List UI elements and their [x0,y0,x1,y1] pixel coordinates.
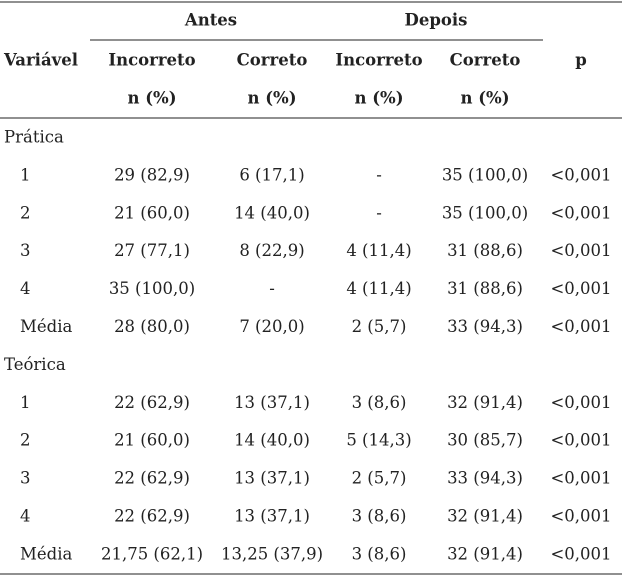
cell: - [269,279,275,298]
cell: 31 (88,6) [447,241,523,260]
cell: <0,001 [550,507,611,526]
cell: <0,001 [550,393,611,412]
column-header: Variável [3,51,78,70]
cell: 2 (5,7) [352,469,407,488]
cell: 33 (94,3) [447,317,523,336]
cell: 22 (62,9) [114,393,190,412]
cell: - [376,203,382,222]
cell: <0,001 [550,165,611,184]
column-header: Incorreto [335,51,422,70]
cell: 29 (82,9) [114,165,190,184]
group-header: Depois [405,11,468,30]
column-header: p [575,51,587,70]
cell: 3 (8,6) [352,544,407,563]
column-header: Correto [450,51,521,70]
cell: <0,001 [550,241,611,260]
cell: 31 (88,6) [447,279,523,298]
row-label: Média [20,317,72,336]
column-unit: n (%) [127,89,176,108]
row-label: 1 [20,393,31,412]
row-label: 4 [20,279,31,298]
cell: <0,001 [550,431,611,450]
cell: <0,001 [550,279,611,298]
column-unit: n (%) [460,89,509,108]
cell: <0,001 [550,469,611,488]
cell: 13,25 (37,9) [221,544,323,563]
cell: 32 (91,4) [447,507,523,526]
cell: 21 (60,0) [114,203,190,222]
cell: 30 (85,7) [447,431,523,450]
cell: 33 (94,3) [447,469,523,488]
column-header: Incorreto [108,51,195,70]
group-header: Antes [184,11,237,30]
row-label: 2 [20,203,31,222]
cell: 21,75 (62,1) [101,544,203,563]
cell: 13 (37,1) [234,507,310,526]
cell: 22 (62,9) [114,469,190,488]
cell: 7 (20,0) [239,317,304,336]
cell: 28 (80,0) [114,317,190,336]
cell: 6 (17,1) [239,165,304,184]
cell: 4 (11,4) [346,241,411,260]
cell: 35 (100,0) [442,203,528,222]
row-label: 1 [20,165,31,184]
cell: <0,001 [550,203,611,222]
cell: 35 (100,0) [109,279,195,298]
section-title: Teórica [4,355,66,374]
cell: 35 (100,0) [442,165,528,184]
cell: - [376,165,382,184]
cell: 21 (60,0) [114,431,190,450]
cell: 3 (8,6) [352,393,407,412]
cell: 13 (37,1) [234,393,310,412]
cell: 32 (91,4) [447,393,523,412]
cell: 14 (40,0) [234,203,310,222]
row-label: 3 [20,241,31,260]
cell: 14 (40,0) [234,431,310,450]
cell: 3 (8,6) [352,507,407,526]
cell: 27 (77,1) [114,241,190,260]
row-label: 4 [20,507,31,526]
row-label: 3 [20,469,31,488]
cell: 32 (91,4) [447,544,523,563]
cell: 2 (5,7) [352,317,407,336]
column-unit: n (%) [247,89,296,108]
section-title: Prática [4,128,64,147]
cell: <0,001 [550,544,611,563]
cell: 13 (37,1) [234,469,310,488]
row-label: 2 [20,431,31,450]
cell: 8 (22,9) [239,241,304,260]
column-header: Correto [237,51,308,70]
cell: <0,001 [550,317,611,336]
cell: 5 (14,3) [346,431,411,450]
column-unit: n (%) [354,89,403,108]
cell: 4 (11,4) [346,279,411,298]
row-label: Média [20,544,72,563]
cell: 22 (62,9) [114,507,190,526]
